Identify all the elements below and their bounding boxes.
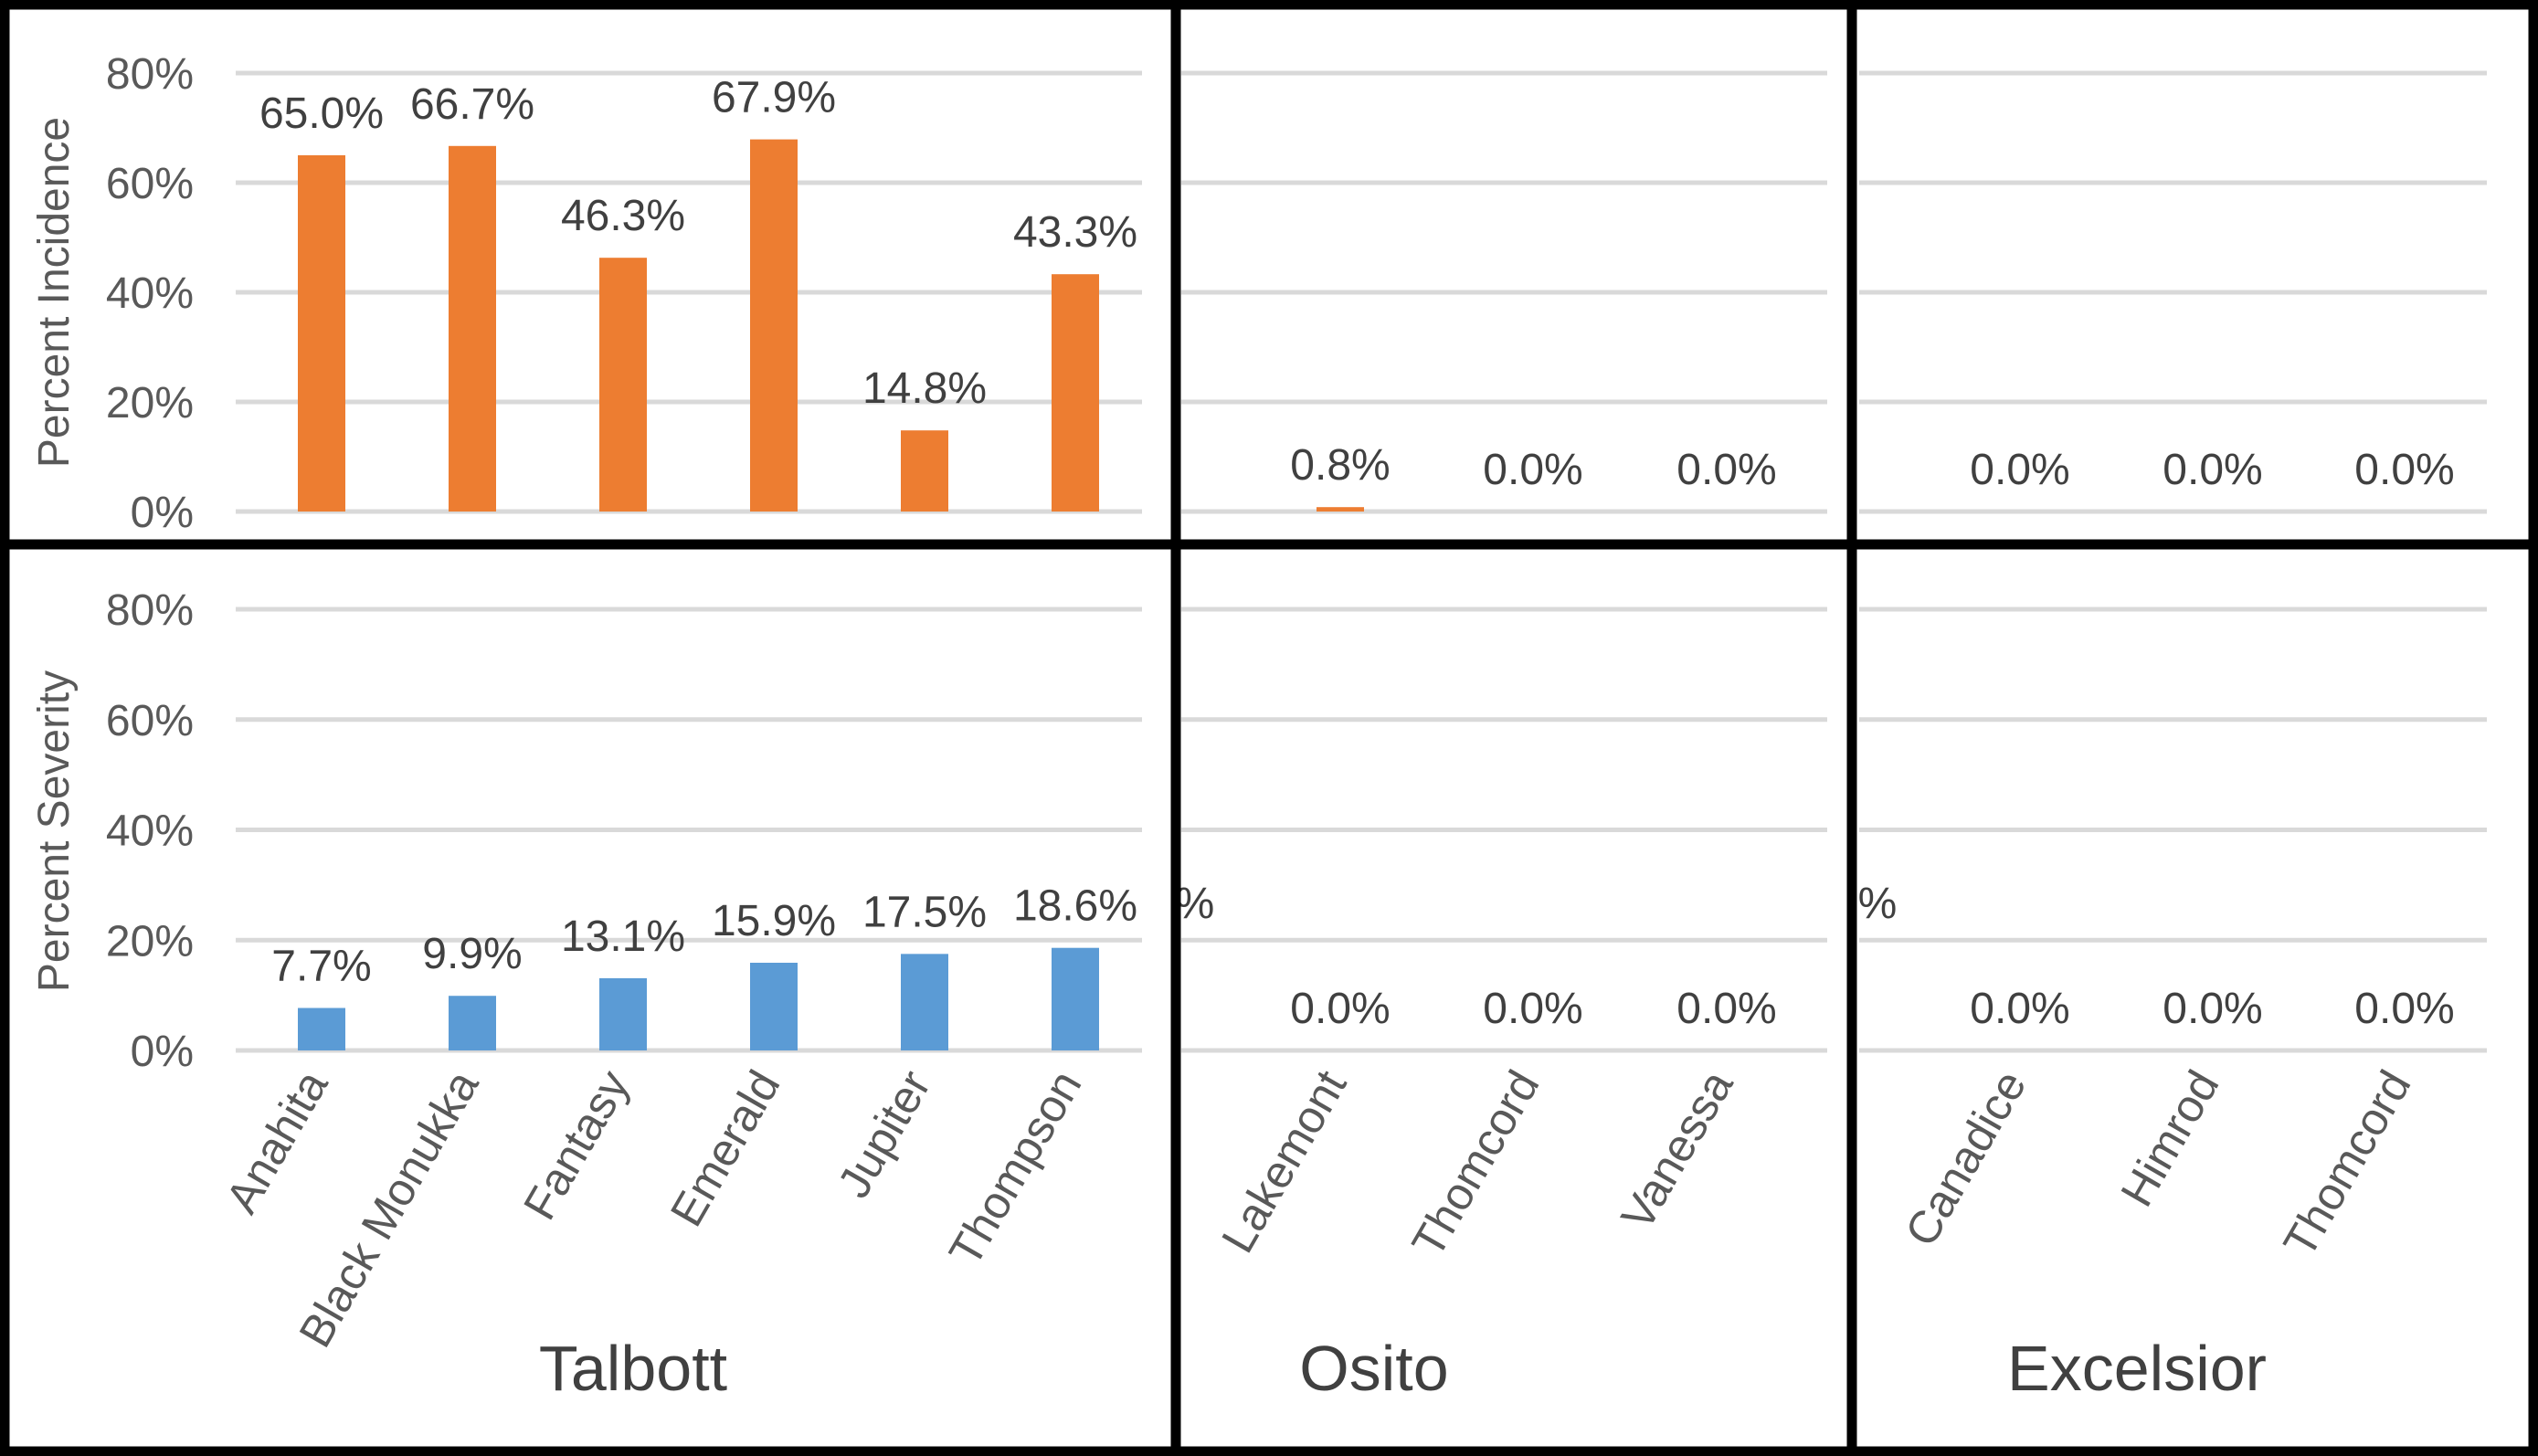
category-label: Emerald — [661, 1062, 790, 1235]
category-label: Jupiter — [828, 1062, 941, 1207]
bar — [1317, 507, 1364, 512]
bar — [599, 258, 647, 512]
y-tick-label: 20% — [106, 379, 194, 427]
clipped-label: % — [1858, 880, 1898, 928]
data-label: 18.6% — [1013, 882, 1137, 931]
data-label: 0.0% — [2354, 446, 2454, 494]
bar — [901, 430, 948, 512]
data-label: 15.9% — [712, 897, 836, 945]
bar — [599, 977, 647, 1050]
category-label: Canadice — [1895, 1062, 2036, 1255]
y-tick-label: 20% — [106, 917, 194, 965]
data-label: 9.9% — [422, 930, 522, 978]
y-tick-label: 80% — [106, 50, 194, 99]
data-label: 0.0% — [1483, 446, 1582, 494]
data-label: 0.0% — [1970, 985, 2069, 1033]
grid-layer — [236, 70, 2487, 1053]
y-axis-title: Percent Incidence — [30, 117, 79, 468]
bar — [750, 139, 798, 512]
data-label: 0.0% — [2354, 985, 2454, 1033]
bar — [298, 155, 345, 512]
group-label: Osito — [1299, 1333, 1448, 1404]
data-label: 0.8% — [1290, 441, 1390, 490]
data-label: 0.0% — [1970, 446, 2069, 494]
data-label: 14.8% — [862, 364, 987, 413]
category-label: Fantasy — [513, 1062, 639, 1229]
data-label: 0.0% — [2163, 446, 2262, 494]
data-label: 46.3% — [561, 192, 685, 240]
category-label: Thompson — [939, 1062, 1092, 1275]
bar — [750, 963, 798, 1050]
category-label: Himrod — [2110, 1062, 2228, 1216]
y-tick-label: 40% — [106, 269, 194, 318]
data-label: 43.3% — [1013, 208, 1137, 257]
data-label: 0.0% — [2163, 985, 2262, 1033]
y-axis-title: Percent Severity — [30, 670, 79, 992]
data-label: 0.0% — [1483, 985, 1582, 1033]
category-label: Lakemont — [1211, 1061, 1356, 1261]
data-label: 0.0% — [1676, 446, 1776, 494]
category-label: Vanessa — [1612, 1061, 1743, 1238]
bar — [449, 996, 496, 1050]
category-label: Thomcord — [1401, 1062, 1549, 1266]
category-label: Thomcord — [2273, 1062, 2420, 1266]
bar — [1052, 274, 1099, 512]
y-tick-label: 0% — [131, 489, 194, 537]
y-tick-label: 40% — [106, 807, 194, 856]
y-tick-label: 60% — [106, 160, 194, 208]
bar — [1052, 947, 1099, 1050]
data-label: 0.0% — [1676, 985, 1776, 1033]
data-label: 7.7% — [271, 943, 371, 991]
data-label: 0.0% — [1290, 985, 1390, 1033]
group-label: Excelsior — [2007, 1333, 2267, 1404]
bar-layer — [298, 139, 1364, 1050]
data-label: 66.7% — [410, 80, 534, 129]
group-label: Talbott — [539, 1333, 727, 1404]
y-tick-label: 60% — [106, 697, 194, 745]
data-label: 67.9% — [712, 74, 836, 122]
y-tick-label: 80% — [106, 586, 194, 635]
category-label: Anahita — [216, 1061, 337, 1221]
data-label: 17.5% — [862, 888, 987, 936]
bar — [449, 145, 496, 512]
bar — [298, 1008, 345, 1050]
clipped-label: % — [1176, 880, 1215, 928]
y-tick-label: 0% — [131, 1028, 194, 1076]
data-label: 65.0% — [259, 90, 384, 138]
text-layer: 0% 20% 40% 60% 80% Percent Incidence 65.0% 66.7… — [30, 50, 2455, 1404]
bar — [901, 954, 948, 1050]
data-label: 13.1% — [561, 913, 685, 961]
